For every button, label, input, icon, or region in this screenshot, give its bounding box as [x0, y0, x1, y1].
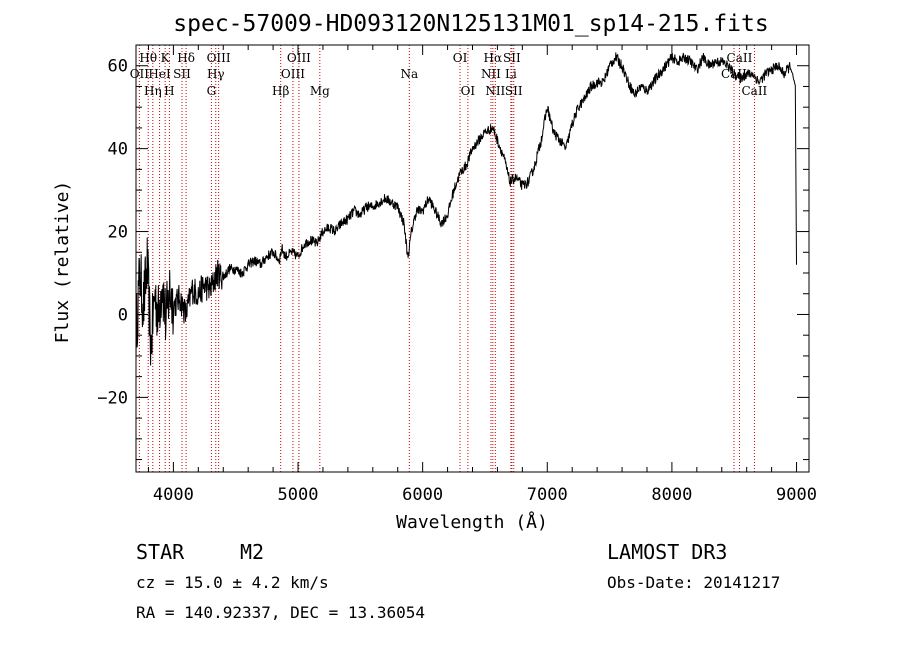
line-label: G — [207, 84, 217, 98]
line-label: CaII — [741, 84, 767, 98]
x-tick-label: 6000 — [402, 485, 443, 505]
line-label: Na — [400, 67, 418, 81]
x-tick-label: 4000 — [153, 485, 194, 505]
y-tick-label: 0 — [118, 305, 128, 325]
line-label: Hδ — [177, 51, 195, 65]
y-tick-label: 60 — [108, 57, 128, 77]
line-label: SII — [505, 84, 523, 98]
line-label: NII — [481, 67, 501, 81]
x-tick-label: 9000 — [776, 485, 817, 505]
sky-coordinates: RA = 140.92337, DEC = 13.36054 — [136, 603, 425, 622]
line-label: OIII — [207, 51, 231, 65]
line-label: NII — [485, 84, 505, 98]
y-tick-label: 40 — [108, 140, 128, 160]
observation-date: Obs-Date: 20141217 — [607, 573, 780, 592]
plot-frame — [135, 44, 810, 473]
line-label: SII — [173, 67, 191, 81]
line-label: Mg — [310, 84, 330, 98]
y-tick-label: 20 — [108, 223, 128, 243]
emission-line-labels: OII Hθ Hη HeI K H SII Hδ OIII Hγ G Hβ OIII OIII Mg Na OI… — [130, 51, 768, 98]
line-label: OI — [461, 84, 476, 98]
line-label: HeI — [148, 67, 171, 81]
line-label: Hα — [484, 51, 503, 65]
line-label: CaII — [727, 51, 753, 65]
line-label: Hγ — [207, 67, 225, 81]
y-axis-ticks: −20 0 20 40 60 — [97, 44, 809, 461]
x-axis-label: Wavelength (Å) — [396, 511, 548, 533]
chart-title: spec-57009-HD093120N125131M01_sp14-215.f… — [173, 11, 768, 37]
line-label: Hβ — [272, 84, 289, 98]
line-label: Hη — [144, 84, 162, 98]
line-label: OIII — [287, 51, 311, 65]
line-label: Hθ — [139, 51, 157, 65]
redshift-cz: cz = 15.0 ± 4.2 km/s — [136, 573, 329, 592]
line-label: Li — [505, 67, 517, 81]
y-axis-label: Flux (relative) — [52, 181, 73, 344]
x-tick-label: 8000 — [651, 485, 692, 505]
spectrum-line — [135, 52, 797, 366]
object-class: STAR — [136, 540, 185, 564]
line-label: SII — [503, 51, 521, 65]
y-tick-label: −20 — [97, 388, 128, 408]
x-tick-label: 5000 — [278, 485, 319, 505]
object-subclass: M2 — [240, 540, 264, 564]
survey-name: LAMOST DR3 — [607, 540, 727, 564]
line-label: OI — [453, 51, 468, 65]
emission-line-markers — [138, 45, 755, 472]
line-label: H — [164, 84, 174, 98]
x-tick-label: 7000 — [527, 485, 568, 505]
line-label: K — [161, 51, 171, 65]
line-label: OIII — [281, 67, 305, 81]
x-axis-ticks: 4000 5000 6000 7000 8000 9000 — [147, 45, 817, 505]
line-label: OII — [130, 67, 150, 81]
